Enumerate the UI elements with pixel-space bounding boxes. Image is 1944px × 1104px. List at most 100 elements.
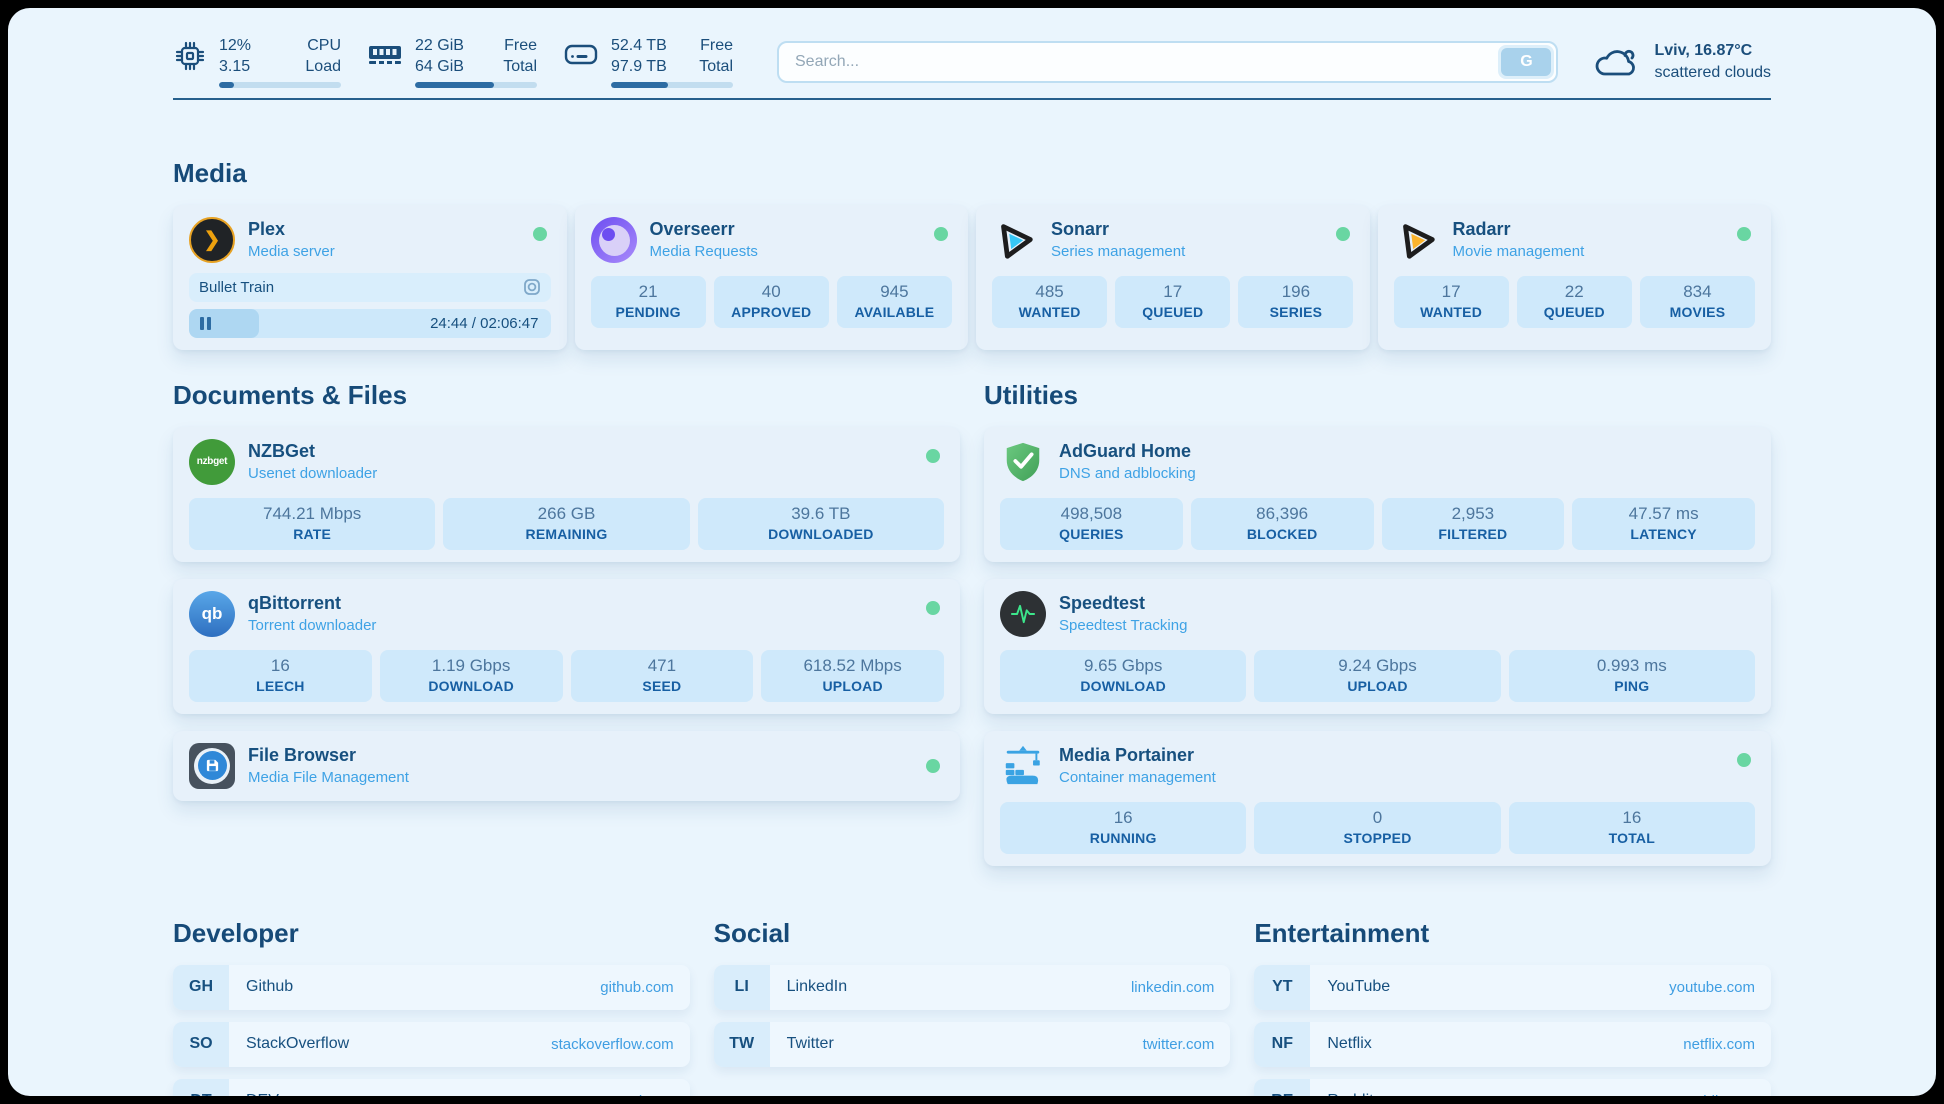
memory-values: 22 GiB 64 GiB <box>415 36 464 78</box>
radarr-status-dot <box>1737 226 1751 241</box>
bookmark-youtube[interactable]: YT YouTube youtube.com <box>1254 964 1771 1010</box>
bookmark-name: DEV <box>246 1092 279 1096</box>
app-card-radarr[interactable]: Radarr Movie management 17 WANTED 22 QUEUE… <box>1377 204 1771 350</box>
stat-value: 17 <box>1163 281 1183 301</box>
stat-stopped: 0 STOPPED <box>1254 801 1501 854</box>
bookmark-domain: reddit.com <box>1685 1093 1755 1096</box>
qbittorrent-status-dot <box>926 600 940 615</box>
stat-value: 0 <box>1372 807 1383 827</box>
filebrowser-icon <box>189 742 235 789</box>
weather-location-temp: Lviv, 16.87°C <box>1654 42 1753 60</box>
section-title-media: Media <box>173 157 247 188</box>
cpu-progressbar <box>219 81 341 88</box>
nzbget-subtitle: Usenet downloader <box>248 465 378 483</box>
bookmark-linkedin[interactable]: LI LinkedIn linkedin.com <box>713 964 1231 1010</box>
stat-value: 498,508 <box>1060 503 1123 523</box>
stat-label: DOWNLOAD <box>428 677 514 694</box>
filebrowser-name: File Browser <box>248 745 357 766</box>
sonarr-name: Sonarr <box>1051 219 1110 240</box>
stat-value: 0.993 ms <box>1596 655 1667 675</box>
section-title-developer: Developer <box>173 917 299 948</box>
plex-chevron-glyph: ❯ <box>203 229 221 252</box>
bookmark-abbr: RE <box>1254 1078 1311 1096</box>
ram-icon <box>369 46 401 64</box>
cpu-widget: 12% 3.15 CPU Load <box>173 36 341 88</box>
app-card-overseerr[interactable]: Overseerr Media Requests 21 PENDING 40 APP… <box>574 204 968 350</box>
stat-seed: 471 SEED <box>570 649 754 702</box>
bookmark-name: Reddit <box>1327 1092 1373 1096</box>
app-card-portainer[interactable]: Media Portainer Container management 16 R… <box>984 730 1771 866</box>
stat-wanted: 485 WANTED <box>992 275 1108 328</box>
disk-icon <box>564 44 598 65</box>
bookmark-abbr: SO <box>173 1021 229 1067</box>
stat-label: MOVIES <box>1669 303 1726 320</box>
stat-filtered: 2,953 FILTERED <box>1381 497 1565 550</box>
section-social: Social LI LinkedIn linkedin.com TW Twitt… <box>713 918 1231 1096</box>
stat-value: 2,953 <box>1451 503 1495 523</box>
nzbget-icon-label: nzbget <box>196 456 228 468</box>
stat-value: 1.19 Gbps <box>431 655 511 675</box>
memory-widget: 22 GiB 64 GiB Free Total <box>367 36 537 88</box>
stat-value: 39.6 TB <box>791 503 851 523</box>
nzbget-icon: nzbget <box>189 438 235 485</box>
search-input[interactable] <box>777 40 1559 83</box>
stat-rate: 744.21 Mbps RATE <box>189 497 436 550</box>
cpu-label-bottom: Load <box>305 57 341 75</box>
stat-value: 22 <box>1564 281 1584 301</box>
stat-value: 834 <box>1683 281 1712 301</box>
bookmark-netflix[interactable]: NF Netflix netflix.com <box>1254 1021 1771 1067</box>
cpu-label-top: CPU <box>307 37 341 54</box>
stat-label: QUERIES <box>1059 525 1124 542</box>
disk-total: 97.9 TB <box>611 57 667 75</box>
section-documents: Documents & Files nzbget NZBGet Usenet d… <box>173 380 960 866</box>
bookmark-domain: youtube.com <box>1669 978 1755 996</box>
disk-progressbar <box>611 81 733 88</box>
app-card-qbittorrent[interactable]: qb qBittorrent Torrent downloader 16 LEEC… <box>173 578 960 714</box>
stat-value: 945 <box>880 281 909 301</box>
stat-total: 16 TOTAL <box>1508 801 1755 854</box>
memory-total: 64 GiB <box>415 57 464 75</box>
disk-progress-fill <box>611 81 669 88</box>
app-card-sonarr[interactable]: Sonarr Series management 485 WANTED 17 QUE… <box>976 204 1370 350</box>
nzbget-status-dot <box>926 448 940 463</box>
app-card-speedtest[interactable]: Speedtest Speedtest Tracking 9.65 Gbps DO… <box>984 578 1771 714</box>
stat-value: 485 <box>1035 281 1064 301</box>
search-engine-button[interactable]: G <box>1498 44 1555 79</box>
cast-icon[interactable] <box>523 278 541 296</box>
plex-subtitle: Media server <box>248 243 335 261</box>
app-card-adguard[interactable]: AdGuard Home DNS and adblocking 498,508 Q… <box>984 426 1771 562</box>
portainer-status-dot <box>1737 752 1751 767</box>
stat-value: 40 <box>761 281 781 301</box>
memory-free: 22 GiB <box>415 37 464 54</box>
stat-queries: 498,508 QUERIES <box>1000 497 1183 550</box>
bookmark-abbr: DT <box>173 1078 229 1096</box>
memory-labels: Free Total <box>503 36 537 78</box>
cpu-labels: CPU Load <box>305 36 341 78</box>
qbittorrent-icon-label: qb <box>201 603 223 623</box>
bookmark-name: Twitter <box>786 1035 834 1053</box>
disk-values: 52.4 TB 97.9 TB <box>611 36 667 78</box>
stat-label: PENDING <box>615 303 681 320</box>
stat-label: PING <box>1614 677 1650 694</box>
stat-download: 1.19 Gbps DOWNLOAD <box>379 649 563 702</box>
section-media: Media ❯ Plex Media server Bullet Train <box>173 158 1771 350</box>
bookmark-name: YouTube <box>1327 978 1391 996</box>
weather-condition: scattered clouds <box>1654 63 1771 81</box>
bookmark-stackoverflow[interactable]: SO StackOverflow stackoverflow.com <box>173 1021 690 1067</box>
radarr-icon <box>1394 217 1440 263</box>
stat-approved: 40 APPROVED <box>713 275 829 328</box>
stat-label: SERIES <box>1269 303 1323 320</box>
stat-latency: 47.57 ms LATENCY <box>1572 497 1755 550</box>
adguard-name: AdGuard Home <box>1059 441 1192 462</box>
disk-labels: Free Total <box>699 36 733 78</box>
bookmark-dev[interactable]: DT DEV dev.to <box>173 1078 690 1096</box>
app-card-filebrowser[interactable]: File Browser Media File Management <box>173 730 960 801</box>
app-card-plex[interactable]: ❯ Plex Media server Bullet Train <box>173 204 567 350</box>
stat-leech: 16 LEECH <box>189 649 372 702</box>
bookmark-reddit[interactable]: RE Reddit reddit.com <box>1254 1078 1771 1096</box>
bookmark-twitter[interactable]: TW Twitter twitter.com <box>713 1021 1231 1067</box>
overseerr-icon <box>590 216 637 263</box>
portainer-name: Media Portainer <box>1059 745 1195 766</box>
bookmark-github[interactable]: GH Github github.com <box>173 964 690 1010</box>
app-card-nzbget[interactable]: nzbget NZBGet Usenet downloader 744.21 M… <box>173 426 960 562</box>
